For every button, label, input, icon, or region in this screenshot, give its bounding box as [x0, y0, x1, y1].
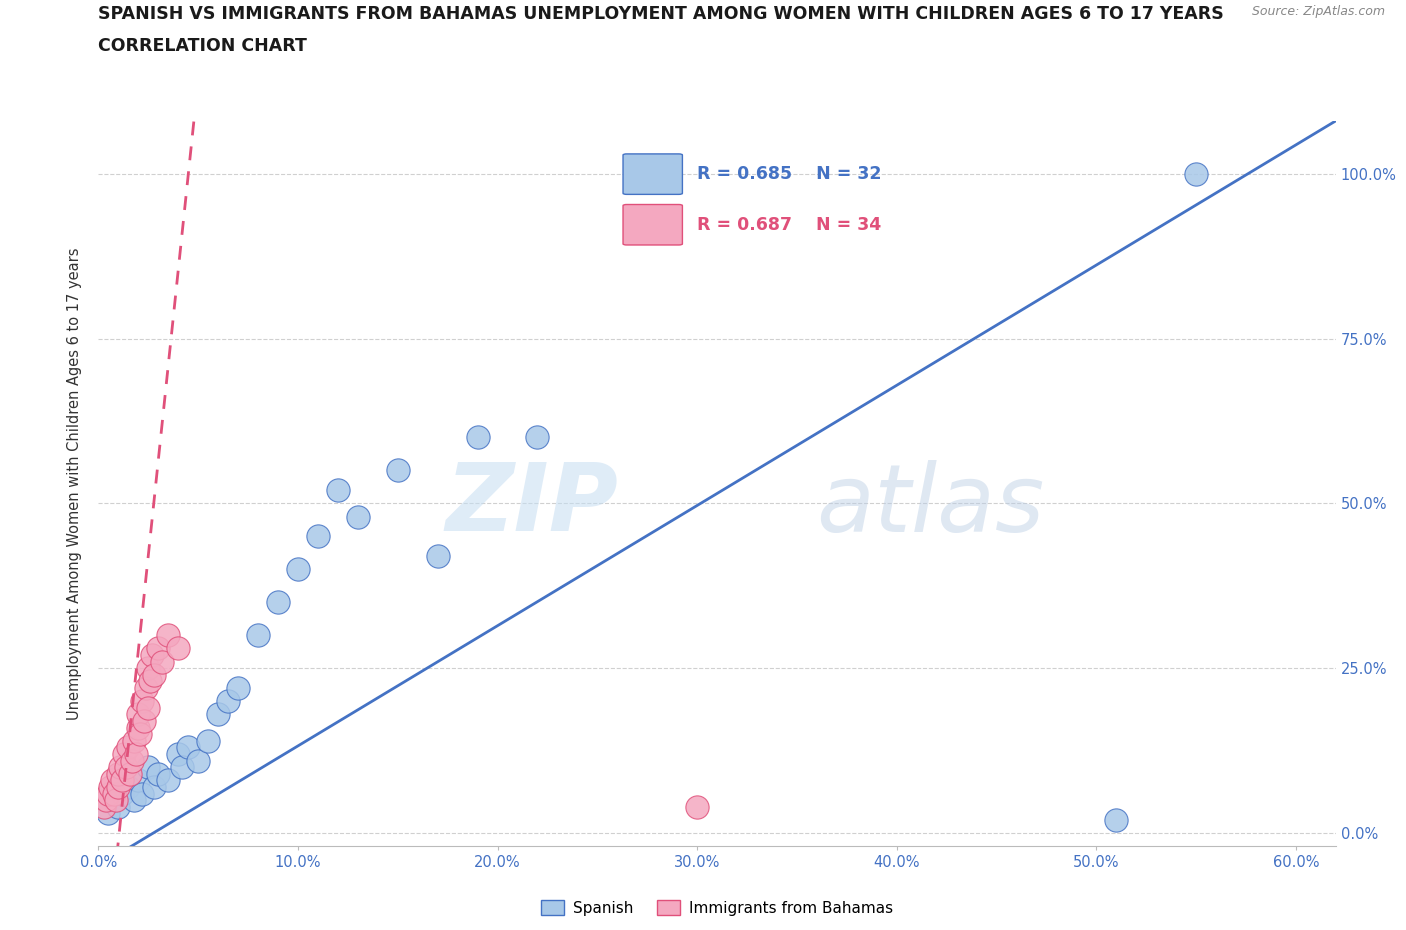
Point: [172, 760, 194, 775]
Point: [101, 773, 124, 788]
Point: [111, 786, 134, 801]
Point: [267, 595, 290, 610]
Text: ZIP: ZIP: [446, 459, 619, 551]
Point: [141, 647, 163, 662]
Point: [143, 668, 166, 683]
Y-axis label: Unemployment Among Women with Children Ages 6 to 17 years: Unemployment Among Women with Children A…: [67, 247, 83, 720]
Point: [526, 430, 548, 445]
Point: [107, 766, 129, 781]
Point: [100, 779, 122, 794]
Point: [226, 681, 249, 696]
Point: [93, 799, 115, 814]
Point: [124, 734, 146, 749]
Point: [217, 694, 239, 709]
Point: [426, 549, 449, 564]
Point: [103, 792, 125, 807]
Point: [135, 681, 157, 696]
FancyBboxPatch shape: [623, 205, 682, 245]
Point: [207, 707, 229, 722]
Point: [307, 529, 329, 544]
Point: [103, 786, 125, 801]
Point: [127, 720, 149, 735]
Point: [136, 760, 159, 775]
Point: [177, 740, 200, 755]
Text: Source: ZipAtlas.com: Source: ZipAtlas.com: [1251, 5, 1385, 18]
Point: [125, 747, 148, 762]
Point: [167, 641, 190, 656]
Legend: Spanish, Immigrants from Bahamas: Spanish, Immigrants from Bahamas: [536, 895, 898, 922]
Text: atlas: atlas: [815, 459, 1045, 551]
Point: [107, 799, 129, 814]
Point: [97, 806, 120, 821]
Text: R = 0.685    N = 32: R = 0.685 N = 32: [697, 166, 882, 183]
Point: [131, 694, 153, 709]
Point: [107, 779, 129, 794]
Point: [143, 779, 166, 794]
Text: CORRELATION CHART: CORRELATION CHART: [98, 37, 308, 55]
Point: [117, 740, 139, 755]
Point: [157, 773, 180, 788]
Point: [197, 734, 219, 749]
Point: [347, 509, 370, 524]
Point: [124, 792, 146, 807]
Point: [150, 654, 173, 669]
Point: [96, 792, 118, 807]
Point: [287, 562, 309, 577]
Point: [105, 792, 128, 807]
Point: [686, 799, 709, 814]
Point: [136, 661, 159, 676]
Point: [120, 766, 142, 781]
Point: [387, 463, 409, 478]
FancyBboxPatch shape: [623, 153, 682, 194]
Point: [148, 766, 170, 781]
Point: [326, 483, 349, 498]
Point: [97, 786, 120, 801]
Point: [112, 747, 135, 762]
Point: [148, 641, 170, 656]
Point: [121, 753, 143, 768]
Text: SPANISH VS IMMIGRANTS FROM BAHAMAS UNEMPLOYMENT AMONG WOMEN WITH CHILDREN AGES 6: SPANISH VS IMMIGRANTS FROM BAHAMAS UNEMP…: [98, 5, 1225, 22]
Point: [187, 753, 209, 768]
Point: [127, 707, 149, 722]
Point: [136, 700, 159, 715]
Point: [139, 674, 162, 689]
Point: [111, 773, 134, 788]
Point: [117, 779, 139, 794]
Point: [134, 713, 156, 728]
Point: [129, 726, 152, 741]
Point: [1185, 166, 1208, 181]
Point: [167, 747, 190, 762]
Point: [157, 628, 180, 643]
Point: [247, 628, 270, 643]
Point: [115, 760, 138, 775]
Point: [467, 430, 489, 445]
Point: [110, 760, 132, 775]
Point: [1105, 813, 1128, 828]
Point: [127, 773, 149, 788]
Text: R = 0.687    N = 34: R = 0.687 N = 34: [697, 216, 882, 233]
Point: [131, 786, 153, 801]
